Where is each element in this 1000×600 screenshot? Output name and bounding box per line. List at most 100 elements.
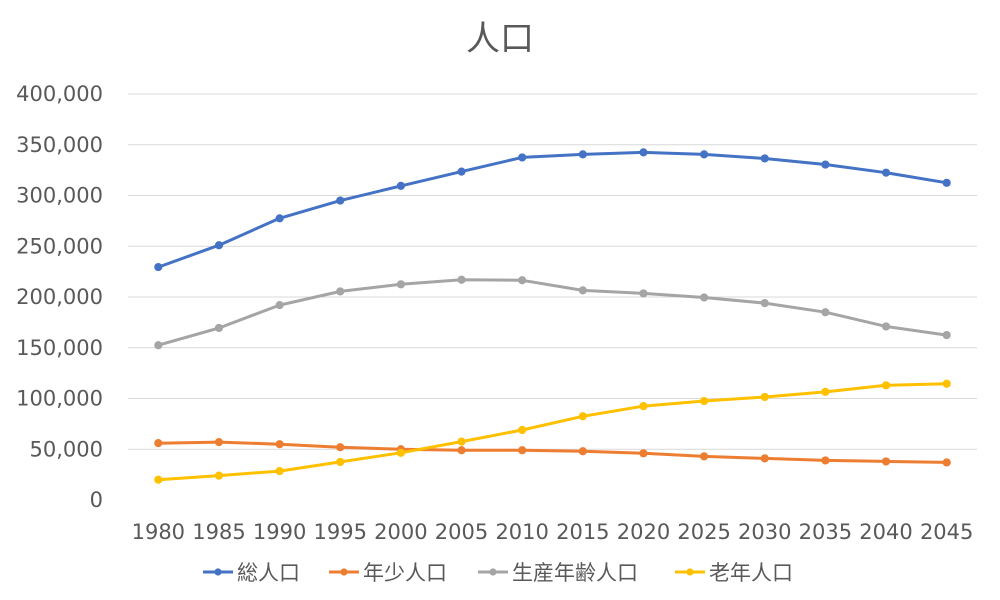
data-point (942, 458, 951, 467)
data-point (578, 286, 587, 295)
y-tick-label: 100,000 (16, 387, 103, 411)
data-point (214, 241, 224, 250)
legend-label: 老年人口 (709, 561, 793, 585)
x-tick-label: 2045 (920, 520, 973, 544)
x-axis: 1980 1985 1990 1995 2000 2005 2010 2015 2020 2025… (132, 520, 974, 544)
data-point (578, 412, 587, 421)
x-tick-label: 2005 (435, 520, 488, 544)
data-point (639, 449, 648, 458)
legend-label: 総人口 (237, 561, 300, 585)
legend-item: 総人口 (203, 561, 300, 585)
legend: 総人口 年少人口 生産年齢人口 老年人口 (203, 561, 793, 585)
legend-swatch-marker (489, 568, 497, 576)
data-point (518, 446, 527, 455)
data-point (396, 448, 405, 457)
data-point (336, 457, 345, 467)
data-point (336, 443, 345, 452)
data-point (154, 341, 163, 350)
data-point (700, 150, 709, 159)
data-point (700, 396, 709, 406)
data-point (881, 168, 891, 177)
x-tick-label: 2035 (799, 520, 852, 544)
data-point (275, 440, 284, 449)
x-tick-label: 2020 (617, 520, 670, 544)
x-tick-label: 2015 (556, 520, 609, 544)
series-line (156, 150, 949, 269)
data-point (275, 466, 284, 476)
data-point (578, 150, 587, 159)
data-point (457, 437, 466, 446)
data-point (336, 287, 345, 296)
data-point (457, 446, 466, 455)
x-tick-label: 2040 (859, 520, 912, 544)
y-tick-label: 0 (90, 488, 103, 512)
data-point (518, 276, 527, 285)
x-tick-label: 1980 (132, 520, 185, 544)
y-tick-label: 200,000 (16, 285, 103, 309)
y-tick-label: 50,000 (30, 437, 103, 461)
series-1 (154, 148, 951, 272)
legend-label: 年少人口 (363, 561, 447, 585)
series-group (154, 148, 951, 484)
series-line (156, 440, 949, 464)
series-line (156, 278, 949, 347)
data-point (881, 322, 891, 331)
y-tick-label: 300,000 (16, 184, 103, 208)
data-point (700, 452, 709, 461)
x-tick-label: 1990 (253, 520, 306, 544)
data-point (275, 214, 284, 223)
legend-item: 年少人口 (329, 561, 447, 585)
series-line (156, 382, 949, 482)
data-point (154, 439, 163, 448)
data-point (639, 289, 648, 298)
data-point (700, 293, 709, 302)
data-point (578, 447, 587, 456)
data-point (214, 438, 224, 447)
y-tick-label: 400,000 (16, 82, 103, 106)
data-point (518, 425, 527, 435)
x-tick-label: 2025 (677, 520, 730, 544)
legend-swatch-marker (340, 568, 348, 576)
y-tick-label: 150,000 (16, 336, 103, 360)
data-point (942, 178, 951, 187)
legend-item: 生産年齢人口 (478, 561, 638, 585)
data-point (396, 280, 405, 289)
y-tick-label: 250,000 (16, 234, 103, 258)
x-tick-label: 2010 (495, 520, 548, 544)
legend-item: 老年人口 (675, 561, 793, 585)
data-point (457, 275, 466, 284)
x-tick-label: 1995 (314, 520, 367, 544)
data-point (942, 330, 951, 340)
data-point (214, 323, 224, 333)
data-point (760, 392, 769, 402)
data-point (821, 308, 830, 317)
legend-swatch-marker (686, 568, 694, 576)
x-tick-label: 2000 (374, 520, 427, 544)
data-point (154, 262, 163, 272)
gridlines (128, 93, 977, 450)
data-point (336, 196, 345, 205)
series-3 (154, 275, 951, 350)
data-point (214, 471, 224, 480)
data-point (639, 148, 648, 157)
series-2 (154, 438, 951, 467)
data-point (275, 301, 284, 310)
data-point (821, 456, 830, 465)
data-point (154, 475, 163, 484)
data-point (760, 154, 769, 163)
legend-label: 生産年齢人口 (512, 561, 638, 585)
y-axis: 0 50,000 100,000 150,000 200,000 250,000 300,0… (16, 82, 103, 512)
data-point (518, 153, 527, 162)
data-point (821, 160, 830, 169)
y-tick-label: 350,000 (16, 133, 103, 157)
data-point (760, 298, 769, 308)
legend-swatch-marker (214, 568, 222, 576)
x-tick-label: 2030 (738, 520, 791, 544)
x-tick-label: 1985 (192, 520, 245, 544)
data-point (821, 387, 830, 397)
data-point (760, 454, 769, 463)
data-point (942, 379, 951, 388)
series-4 (154, 379, 951, 484)
data-point (457, 167, 466, 176)
